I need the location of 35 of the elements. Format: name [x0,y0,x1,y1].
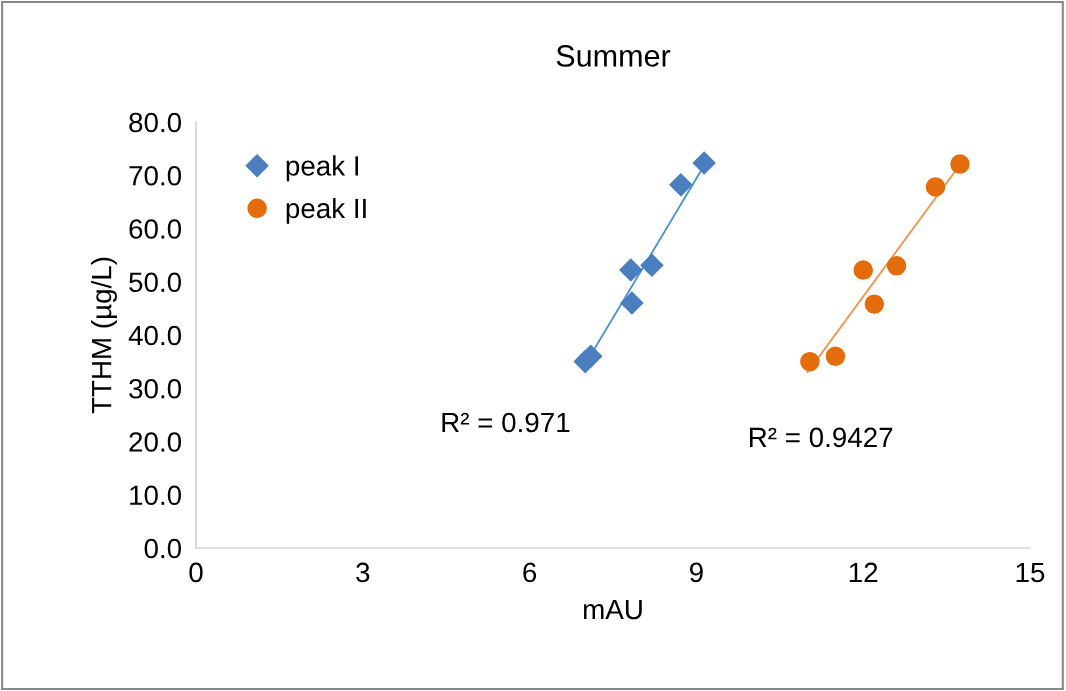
x-tick-label: 6 [523,562,537,583]
point [620,291,644,315]
x-tick-label: 9 [689,562,703,583]
y-axis-title: TTHM (µg/L) [91,257,117,414]
y-tick-label: 10.0 [130,485,182,506]
y-tick-label: 30.0 [129,378,182,399]
point [864,294,885,314]
annotation: R² = 0.9427 [749,427,893,448]
point [853,260,873,280]
point [579,344,603,368]
x-tick-label: 12 [849,562,878,583]
point [950,154,970,174]
x-axis-title: mAU [583,599,642,620]
legend-label: peak I [286,155,358,182]
point [619,258,643,282]
x-tick-label: 0 [189,562,203,583]
point [692,151,716,175]
y-tick-label: 70.0 [129,165,182,186]
y-tick-label: 40.0 [128,325,182,346]
y-tick-label: 60.0 [129,219,182,239]
y-tick-label: 0.0 [144,538,182,559]
legend-label: peak II [286,197,366,224]
y-tick-label: 80.0 [129,112,182,133]
x-tick-label: 3 [356,562,370,583]
point [640,253,664,277]
point [800,351,820,372]
annotation: R² = 0.971 [442,412,570,433]
point [925,177,946,197]
x-tick-label: 15 [1016,562,1045,583]
y-tick-label: 50.0 [129,272,182,293]
point [886,256,907,276]
point [669,173,693,197]
y-tick-label: 20.0 [129,432,182,452]
point [825,346,846,367]
chart-title: Summer [556,45,671,67]
